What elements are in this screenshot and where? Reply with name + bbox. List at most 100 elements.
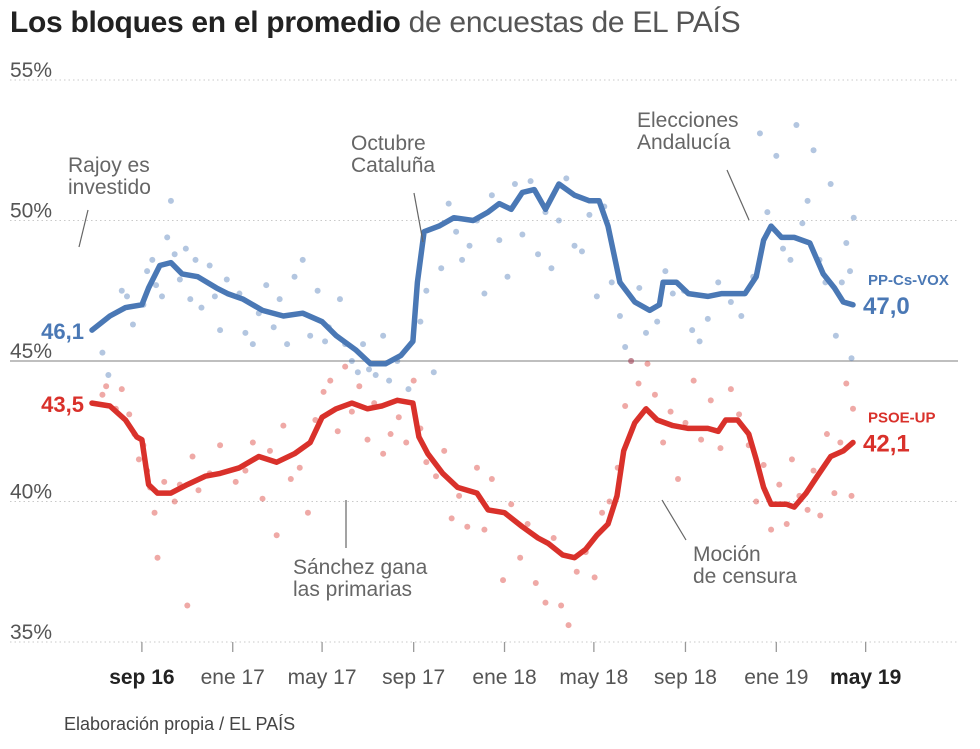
poll-dot bbox=[280, 422, 287, 429]
series-name-label: PSOE-UP bbox=[868, 409, 936, 426]
poll-dot bbox=[481, 526, 488, 533]
poll-dot bbox=[773, 152, 780, 159]
series-end-label: 42,1 bbox=[863, 430, 910, 457]
poll-dot bbox=[182, 245, 189, 252]
poll-dot bbox=[167, 197, 174, 204]
poll-dot bbox=[372, 372, 379, 379]
poll-dot bbox=[558, 602, 565, 609]
poll-dot bbox=[360, 341, 367, 348]
poll-dot bbox=[433, 473, 440, 480]
series-lines bbox=[89, 181, 856, 561]
poll-dot bbox=[99, 349, 106, 356]
poll-dot bbox=[304, 509, 311, 516]
poll-dot bbox=[161, 478, 168, 485]
annotation-pointer bbox=[78, 209, 89, 248]
poll-dot bbox=[103, 383, 110, 390]
poll-dot bbox=[263, 282, 270, 289]
poll-dot bbox=[527, 178, 534, 185]
poll-dot bbox=[696, 338, 703, 345]
poll-dot bbox=[488, 192, 495, 199]
poll-dot bbox=[511, 180, 518, 187]
poll-dot bbox=[336, 296, 343, 303]
poll-dot bbox=[445, 200, 452, 207]
poll-dot bbox=[395, 414, 402, 421]
poll-dot bbox=[787, 256, 794, 263]
annotation-text: de censura bbox=[693, 565, 797, 588]
series-start-label: 46,1 bbox=[41, 319, 84, 344]
poll-dot bbox=[810, 147, 817, 154]
poll-dot bbox=[776, 481, 783, 488]
poll-dot bbox=[387, 431, 394, 438]
poll-dot bbox=[823, 431, 830, 438]
poll-dot bbox=[299, 256, 306, 263]
poll-dot bbox=[847, 268, 854, 275]
poll-dot bbox=[848, 355, 855, 362]
poll-dot bbox=[417, 318, 424, 325]
poll-dot bbox=[410, 377, 417, 384]
poll-dot bbox=[682, 419, 689, 426]
poll-dot bbox=[675, 476, 682, 483]
annotation-text: investido bbox=[68, 176, 151, 199]
poll-dot bbox=[217, 327, 224, 334]
poll-dot bbox=[249, 439, 256, 446]
poll-dot bbox=[738, 313, 745, 320]
poll-dot bbox=[158, 293, 165, 300]
poll-dot bbox=[555, 217, 562, 224]
poll-dot bbox=[151, 509, 158, 516]
poll-dot bbox=[817, 512, 824, 519]
poll-dot bbox=[535, 251, 542, 258]
poll-dot bbox=[380, 450, 387, 457]
x-tick-label: sep 17 bbox=[382, 666, 445, 689]
poll-dot bbox=[727, 386, 734, 393]
poll-dot bbox=[496, 237, 503, 244]
annotation-text: Octubre bbox=[351, 132, 426, 155]
poll-dot bbox=[327, 377, 334, 384]
poll-dot bbox=[356, 383, 363, 390]
poll-dot bbox=[760, 461, 767, 468]
poll-dot bbox=[259, 495, 266, 502]
chart-title-bold: Los bloques en el promedio bbox=[10, 6, 401, 39]
poll-dot bbox=[386, 377, 393, 384]
chart-title: Los bloques en el promedio de encuestas … bbox=[10, 6, 741, 40]
poll-dot bbox=[622, 343, 629, 350]
series-line bbox=[89, 181, 856, 367]
poll-dot bbox=[453, 228, 460, 235]
poll-dot bbox=[123, 293, 130, 300]
poll-dot bbox=[660, 439, 667, 446]
poll-dot bbox=[593, 293, 600, 300]
poll-dot bbox=[542, 599, 549, 606]
poll-dot bbox=[153, 282, 160, 289]
poll-dot bbox=[192, 256, 199, 263]
poll-dot bbox=[524, 520, 531, 527]
poll-dot bbox=[848, 492, 855, 499]
poll-dot bbox=[488, 476, 495, 483]
poll-dot bbox=[171, 251, 178, 258]
poll-dot bbox=[211, 293, 218, 300]
poll-dot bbox=[831, 490, 838, 497]
x-tick-label: ene 18 bbox=[472, 666, 536, 689]
x-tick-label: may 18 bbox=[559, 666, 628, 689]
poll-dot bbox=[320, 388, 327, 395]
poll-dot bbox=[287, 476, 294, 483]
poll-dot bbox=[126, 411, 133, 418]
poll-dot bbox=[843, 239, 850, 246]
x-tick-label: ene 17 bbox=[201, 666, 265, 689]
poll-dot bbox=[689, 327, 696, 334]
poll-dot bbox=[105, 372, 112, 379]
poll-dot bbox=[608, 279, 615, 286]
poll-dot bbox=[500, 577, 507, 584]
poll-dot bbox=[129, 321, 136, 328]
poll-dot bbox=[563, 175, 570, 182]
y-tick-label: 45% bbox=[10, 340, 52, 363]
poll-dot bbox=[606, 498, 613, 505]
poll-dot bbox=[698, 436, 705, 443]
poll-dot bbox=[217, 442, 224, 449]
poll-dot bbox=[707, 397, 714, 404]
annotation-text: Andalucía bbox=[637, 131, 731, 154]
poll-dot bbox=[550, 535, 557, 542]
poll-dot bbox=[628, 358, 635, 364]
poll-dot bbox=[118, 287, 125, 294]
series-labels: 46,1 47,0 PP-Cs-VOX 43,5 42,1 PSOE-UP bbox=[39, 270, 950, 459]
poll-dot bbox=[799, 220, 806, 227]
